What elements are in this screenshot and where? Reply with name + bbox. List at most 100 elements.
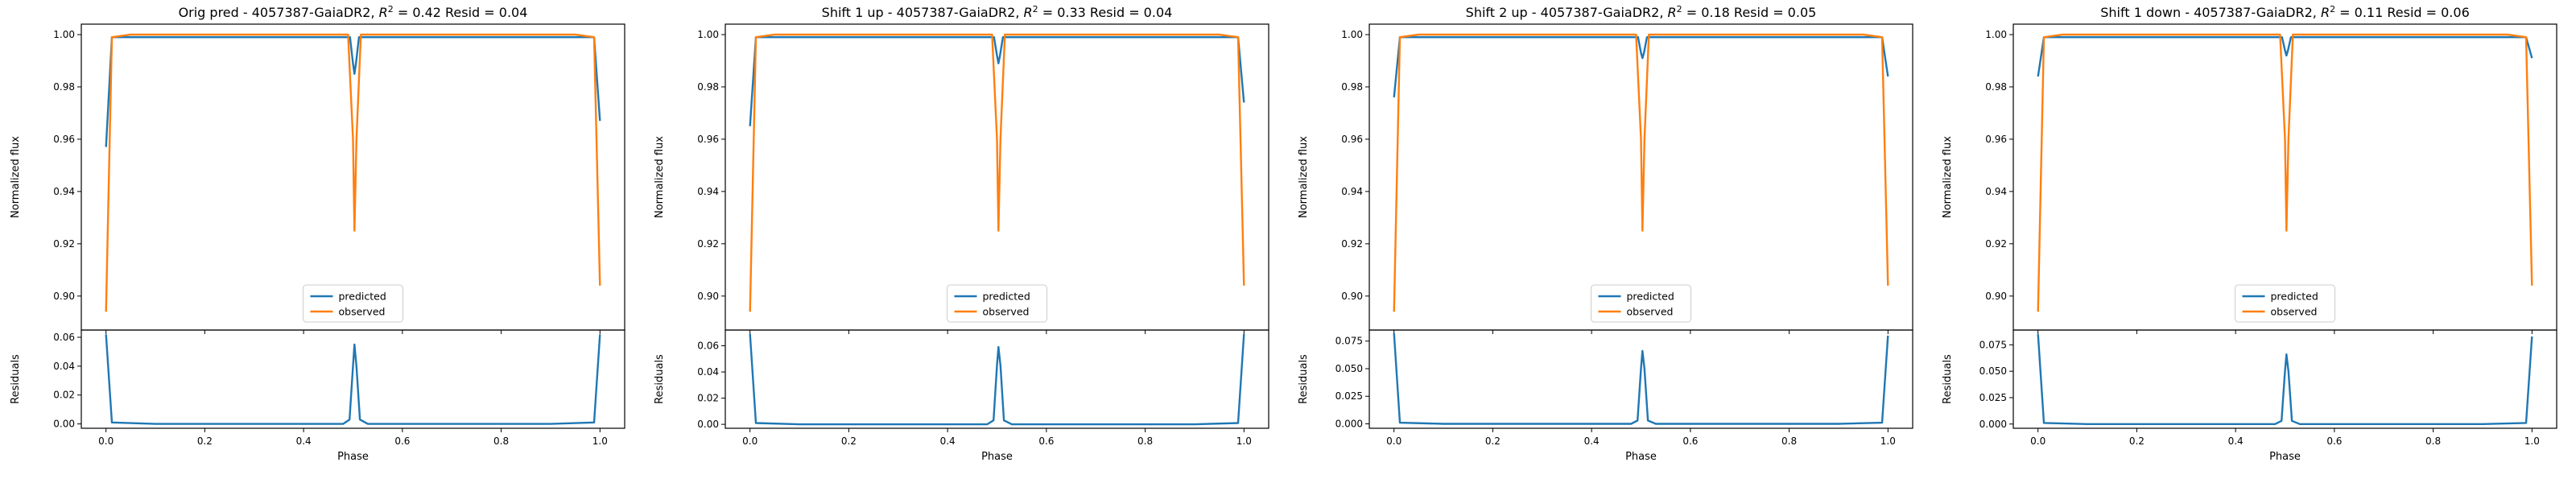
legend-label-observed: observed [1627,306,1674,318]
x-tick-label: 1.0 [592,436,608,447]
y-tick-label: 0.06 [697,341,719,352]
y-tick-label: 0.04 [53,361,75,372]
y-tick-label: 0.00 [53,419,75,430]
y-tick-label: 0.050 [1335,363,1363,374]
title-resid: Resid = 0.04 [1090,5,1172,20]
y-tick-label: 0.025 [1335,390,1363,402]
title-resid: Resid = 0.06 [2387,5,2469,20]
chart-title: Shift 1 up - 4057387-GaiaDR2, R2 = 0.33 … [822,4,1173,20]
series-line-predicted [2037,36,2533,77]
y-tick-label: 0.90 [53,291,75,302]
x-tick-label: 0.4 [1584,436,1600,447]
legend-box [303,284,403,323]
x-tick-label: 0.0 [98,436,114,447]
bottom-axes: 0.00 0.02 0.04 0.06 Residuals 0.0 0.2 0.4 0.6 0.8… [10,329,625,447]
legend: predicted observed [947,284,1047,323]
title-superscript: 2 [2330,4,2335,14]
legend-label-observed: observed [339,306,386,318]
x-tick-label: 0.0 [742,436,758,447]
top-lines [1393,33,1889,312]
x-tick-label: 0.0 [1386,436,1402,447]
top-lines [105,33,601,312]
legend-label-predicted: predicted [339,291,386,303]
y-tick-label: 1.00 [1341,29,1363,40]
y-tick-label: 0.04 [697,366,719,378]
y-tick-label: 0.06 [53,332,75,343]
x-tick-label: 0.8 [493,436,509,447]
x-tick-label: 0.2 [1485,436,1501,447]
bottom-frame [1368,329,1913,429]
title-prefix: Shift 2 up - 4057387-GaiaDR2, [1466,5,1668,20]
y-tick-label: 0.02 [697,393,719,404]
title-resid: Resid = 0.04 [445,5,527,20]
top-lines [2037,33,2533,312]
y-tick-label: 0.96 [697,134,719,145]
x-tick-label: 0.4 [940,436,956,447]
y-tick-label: 0.98 [53,81,75,93]
y-tick-label: 0.02 [53,390,75,401]
x-tick-label: 0.8 [1781,436,1797,447]
top-axes: 0.90 0.92 0.94 0.96 0.98 1.00 Normalized flux [10,23,625,334]
y-tick-label: 0.98 [697,81,719,93]
title-prefix: Shift 1 up - 4057387-GaiaDR2, [822,5,1024,20]
bottom-lines [2037,334,2533,425]
legend-label-predicted: predicted [983,291,1030,303]
series-line-observed [2037,33,2533,312]
title-resid: Resid = 0.05 [1734,5,1816,20]
legend-box [947,284,1047,323]
y-tick-label: 1.00 [1985,29,2007,40]
y-tick-label: 1.00 [697,29,719,40]
series-line-predicted [1393,36,1889,98]
bottom-frame [2013,329,2557,429]
legend: predicted observed [303,284,403,323]
y-axis-label: Normalized flux [654,136,666,218]
y-tick-label: 0.94 [697,186,719,197]
y-tick-label: 0.92 [53,238,75,250]
legend-label-observed: observed [983,306,1030,318]
title-r2-value: = 0.33 [1038,5,1090,20]
title-superscript: 2 [1033,4,1038,14]
y-tick-label: 0.075 [1335,336,1363,347]
series-line-observed [1393,33,1889,312]
series-line-residuals [2037,334,2533,425]
y-tick-label: 0.92 [1341,238,1363,250]
title-r2-value: = 0.42 [394,5,445,20]
title-r2-value: = 0.18 [1682,5,1734,20]
legend-label-predicted: predicted [1627,291,1674,303]
x-tick-label: 0.6 [2326,436,2342,447]
bottom-axes: 0.000 0.025 0.050 0.075 Residuals 0.0 0.2 0.4 0.… [1298,329,1913,447]
top-axes: 0.90 0.92 0.94 0.96 0.98 1.00 Normalized flux [1942,23,2557,334]
bottom-lines [1393,333,1889,425]
y-tick-label: 0.000 [1335,419,1363,430]
x-tick-label: 0.8 [1137,436,1153,447]
y-tick-label: 0.98 [1341,81,1363,93]
title-superscript: 2 [1677,4,1682,14]
x-tick-label: 0.4 [296,436,312,447]
legend-box [1591,284,1691,323]
y-tick-label: 1.00 [53,29,75,40]
bottom-axes: 0.000 0.025 0.050 0.075 Residuals 0.0 0.2 0.4 0.… [1942,329,2557,447]
y-axis-label: Residuals [10,354,22,404]
y-tick-label: 0.050 [1979,365,2007,377]
x-axis-label: Phase [1625,451,1657,463]
y-tick-label: 0.000 [1979,419,2007,430]
title-r-symbol: R [379,5,388,20]
subplot-3: 0.90 0.92 0.94 0.96 0.98 1.00 Normalized flux 0… [1298,4,1913,463]
y-axis-label: Residuals [1942,354,1954,404]
y-tick-label: 0.00 [697,419,719,430]
x-tick-label: 0.6 [1682,436,1698,447]
x-axis-label: Phase [981,451,1013,463]
y-tick-label: 0.90 [1985,291,2007,302]
y-tick-label: 0.92 [697,238,719,250]
y-tick-label: 0.90 [1341,291,1363,302]
legend-label-observed: observed [2271,306,2318,318]
title-r-symbol: R [1024,5,1033,20]
x-tick-label: 0.6 [1038,436,1054,447]
bottom-frame [80,329,625,429]
x-tick-label: 0.2 [841,436,857,447]
bottom-axes: 0.00 0.02 0.04 0.06 Residuals 0.0 0.2 0.4 0.6 0.8… [654,329,1269,447]
y-tick-label: 0.96 [53,134,75,145]
